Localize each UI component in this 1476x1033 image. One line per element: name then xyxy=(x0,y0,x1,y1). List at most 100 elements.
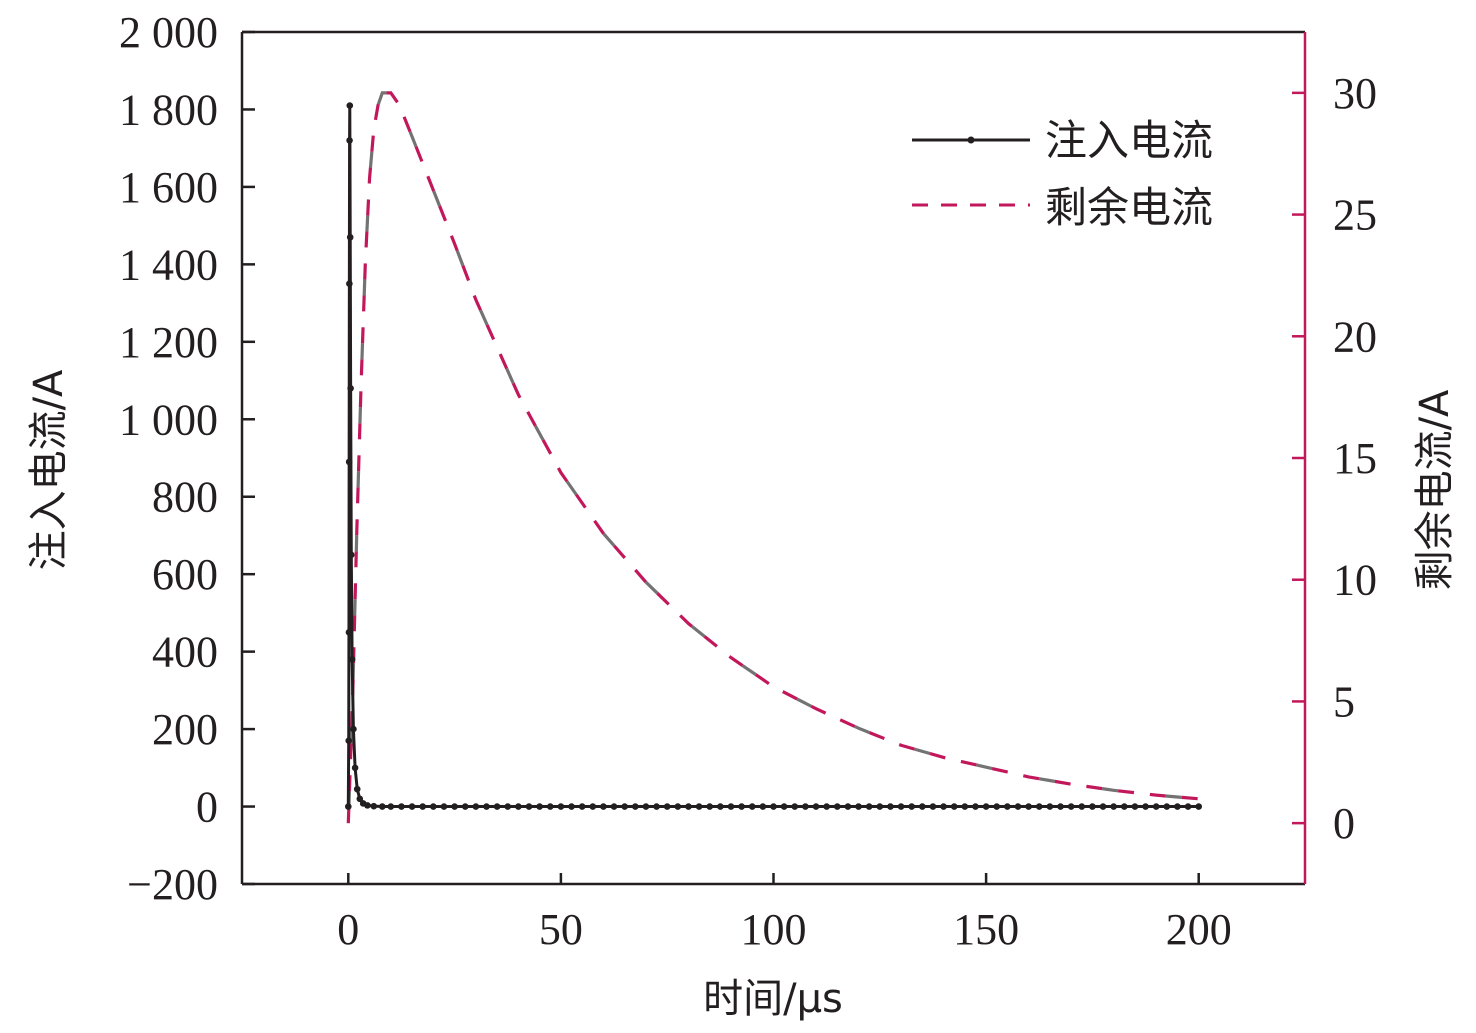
left-y-tick-label: 800 xyxy=(152,473,218,522)
injected-current-marker xyxy=(1025,803,1032,810)
injected-current-marker xyxy=(610,803,618,810)
injected-current-marker xyxy=(345,737,353,745)
injected-current-marker xyxy=(1004,803,1011,810)
injected-current-marker xyxy=(919,803,926,810)
injected-current-marker xyxy=(770,803,777,810)
legend-item-residual: 剩余电流 xyxy=(912,183,1213,232)
injected-current-marker xyxy=(887,803,894,810)
x-tick-label: 200 xyxy=(1166,905,1232,954)
injected-current-marker xyxy=(972,803,979,810)
left-y-tick-label: 1 600 xyxy=(119,163,218,212)
injected-current-marker xyxy=(727,803,735,810)
injected-current-marker xyxy=(695,803,703,810)
injected-current-marker xyxy=(578,803,586,810)
series-residual-current xyxy=(346,91,1199,824)
injected-current-marker xyxy=(483,803,490,810)
left-y-tick-label: 0 xyxy=(196,783,218,832)
injected-current-marker xyxy=(844,803,852,810)
injected-current-marker xyxy=(1152,803,1160,810)
injected-current-marker xyxy=(1078,803,1086,810)
left-y-tick-label: −200 xyxy=(127,860,218,909)
x-axis-ticks: 0 50 100 150 200 xyxy=(337,873,1232,954)
injected-current-marker xyxy=(876,803,884,810)
left-y-tick-label: 200 xyxy=(152,705,218,754)
injected-current-marker xyxy=(364,802,371,809)
injected-current-marker xyxy=(748,803,756,810)
injected-current-marker xyxy=(504,803,512,810)
x-tick-label: 150 xyxy=(953,905,1019,954)
injected-current-marker xyxy=(1184,803,1192,810)
injected-current-marker xyxy=(472,803,480,810)
injected-current-marker xyxy=(674,803,682,810)
left-y-tick-label: 600 xyxy=(152,550,218,599)
right-y-tick-label: 25 xyxy=(1333,191,1377,240)
injected-current-marker xyxy=(557,803,565,810)
left-y-tick-label: 1 200 xyxy=(119,318,218,367)
injected-current-marker xyxy=(440,803,448,810)
legend-item-injected: 注入电流 xyxy=(912,116,1213,165)
right-y-tick-label: 15 xyxy=(1333,434,1377,483)
injected-current-marker xyxy=(345,803,352,810)
injected-current-marker xyxy=(865,803,873,810)
series-injected-current xyxy=(345,102,1202,810)
injected-current-marker xyxy=(717,803,724,810)
injected-current-marker xyxy=(398,803,405,810)
injected-current-marker xyxy=(833,803,841,810)
injected-current-marker xyxy=(961,803,969,810)
injected-current-marker xyxy=(345,458,353,466)
injected-current-marker xyxy=(791,803,799,810)
injected-current-marker xyxy=(546,803,554,810)
x-tick-label: 0 xyxy=(337,905,359,954)
injected-current-marker xyxy=(1067,803,1075,810)
x-axis-title: 时间/μs xyxy=(703,976,843,1022)
injected-current-marker xyxy=(908,803,915,810)
legend-label-residual: 剩余电流 xyxy=(1045,183,1213,232)
left-y-axis-title: 注入电流/A xyxy=(26,369,72,570)
injected-current-marker xyxy=(653,803,660,810)
right-y-tick-label: 5 xyxy=(1333,677,1355,726)
injected-current-marker xyxy=(685,803,692,810)
injected-current-marker xyxy=(493,803,501,810)
injected-current-marker xyxy=(950,803,958,810)
injected-current-marker xyxy=(600,803,607,810)
left-y-tick-label: 400 xyxy=(152,628,218,677)
injected-current-marker xyxy=(1035,803,1043,810)
injected-current-marker xyxy=(1120,803,1128,810)
injected-current-marker xyxy=(1099,803,1107,810)
legend-label-injected: 注入电流 xyxy=(1045,116,1213,165)
right-y-tick-label: 30 xyxy=(1333,69,1377,118)
injected-current-marker xyxy=(802,803,809,810)
injected-current-marker xyxy=(1057,803,1064,810)
injected-current-marker xyxy=(430,803,437,810)
injected-current-marker xyxy=(642,803,650,810)
right-y-axis-ticks: 0 5 10 15 20 25 30 xyxy=(1292,69,1377,848)
right-y-tick-label: 10 xyxy=(1333,556,1377,605)
injected-current-marker xyxy=(350,725,357,733)
injected-current-marker xyxy=(346,233,354,241)
injected-current-marker xyxy=(419,803,427,810)
left-y-tick-label: 1 000 xyxy=(119,395,218,444)
injected-current-marker xyxy=(370,802,378,810)
injected-current-marker xyxy=(346,137,353,144)
injected-current-marker xyxy=(356,795,364,803)
injected-current-marker xyxy=(1163,803,1171,810)
injected-current-marker xyxy=(621,803,628,810)
left-y-tick-label: 1 800 xyxy=(119,85,218,134)
injected-current-marker xyxy=(1174,803,1181,810)
injected-current-marker xyxy=(347,551,355,559)
injected-current-marker xyxy=(379,803,386,810)
injected-current-marker xyxy=(738,803,745,810)
injected-current-marker xyxy=(408,803,416,810)
injected-current-marker xyxy=(353,785,361,793)
injected-current-marker xyxy=(347,384,354,392)
injected-current-marker xyxy=(568,803,575,810)
injected-current-marker xyxy=(1131,803,1139,810)
injected-current-marker xyxy=(780,803,788,810)
legend: 注入电流 剩余电流 xyxy=(912,116,1213,232)
injected-current-marker xyxy=(351,764,359,772)
injected-current-marker xyxy=(897,803,905,810)
injected-current-marker xyxy=(1195,803,1202,810)
injected-current-marker xyxy=(515,803,522,810)
x-tick-label: 50 xyxy=(539,905,583,954)
